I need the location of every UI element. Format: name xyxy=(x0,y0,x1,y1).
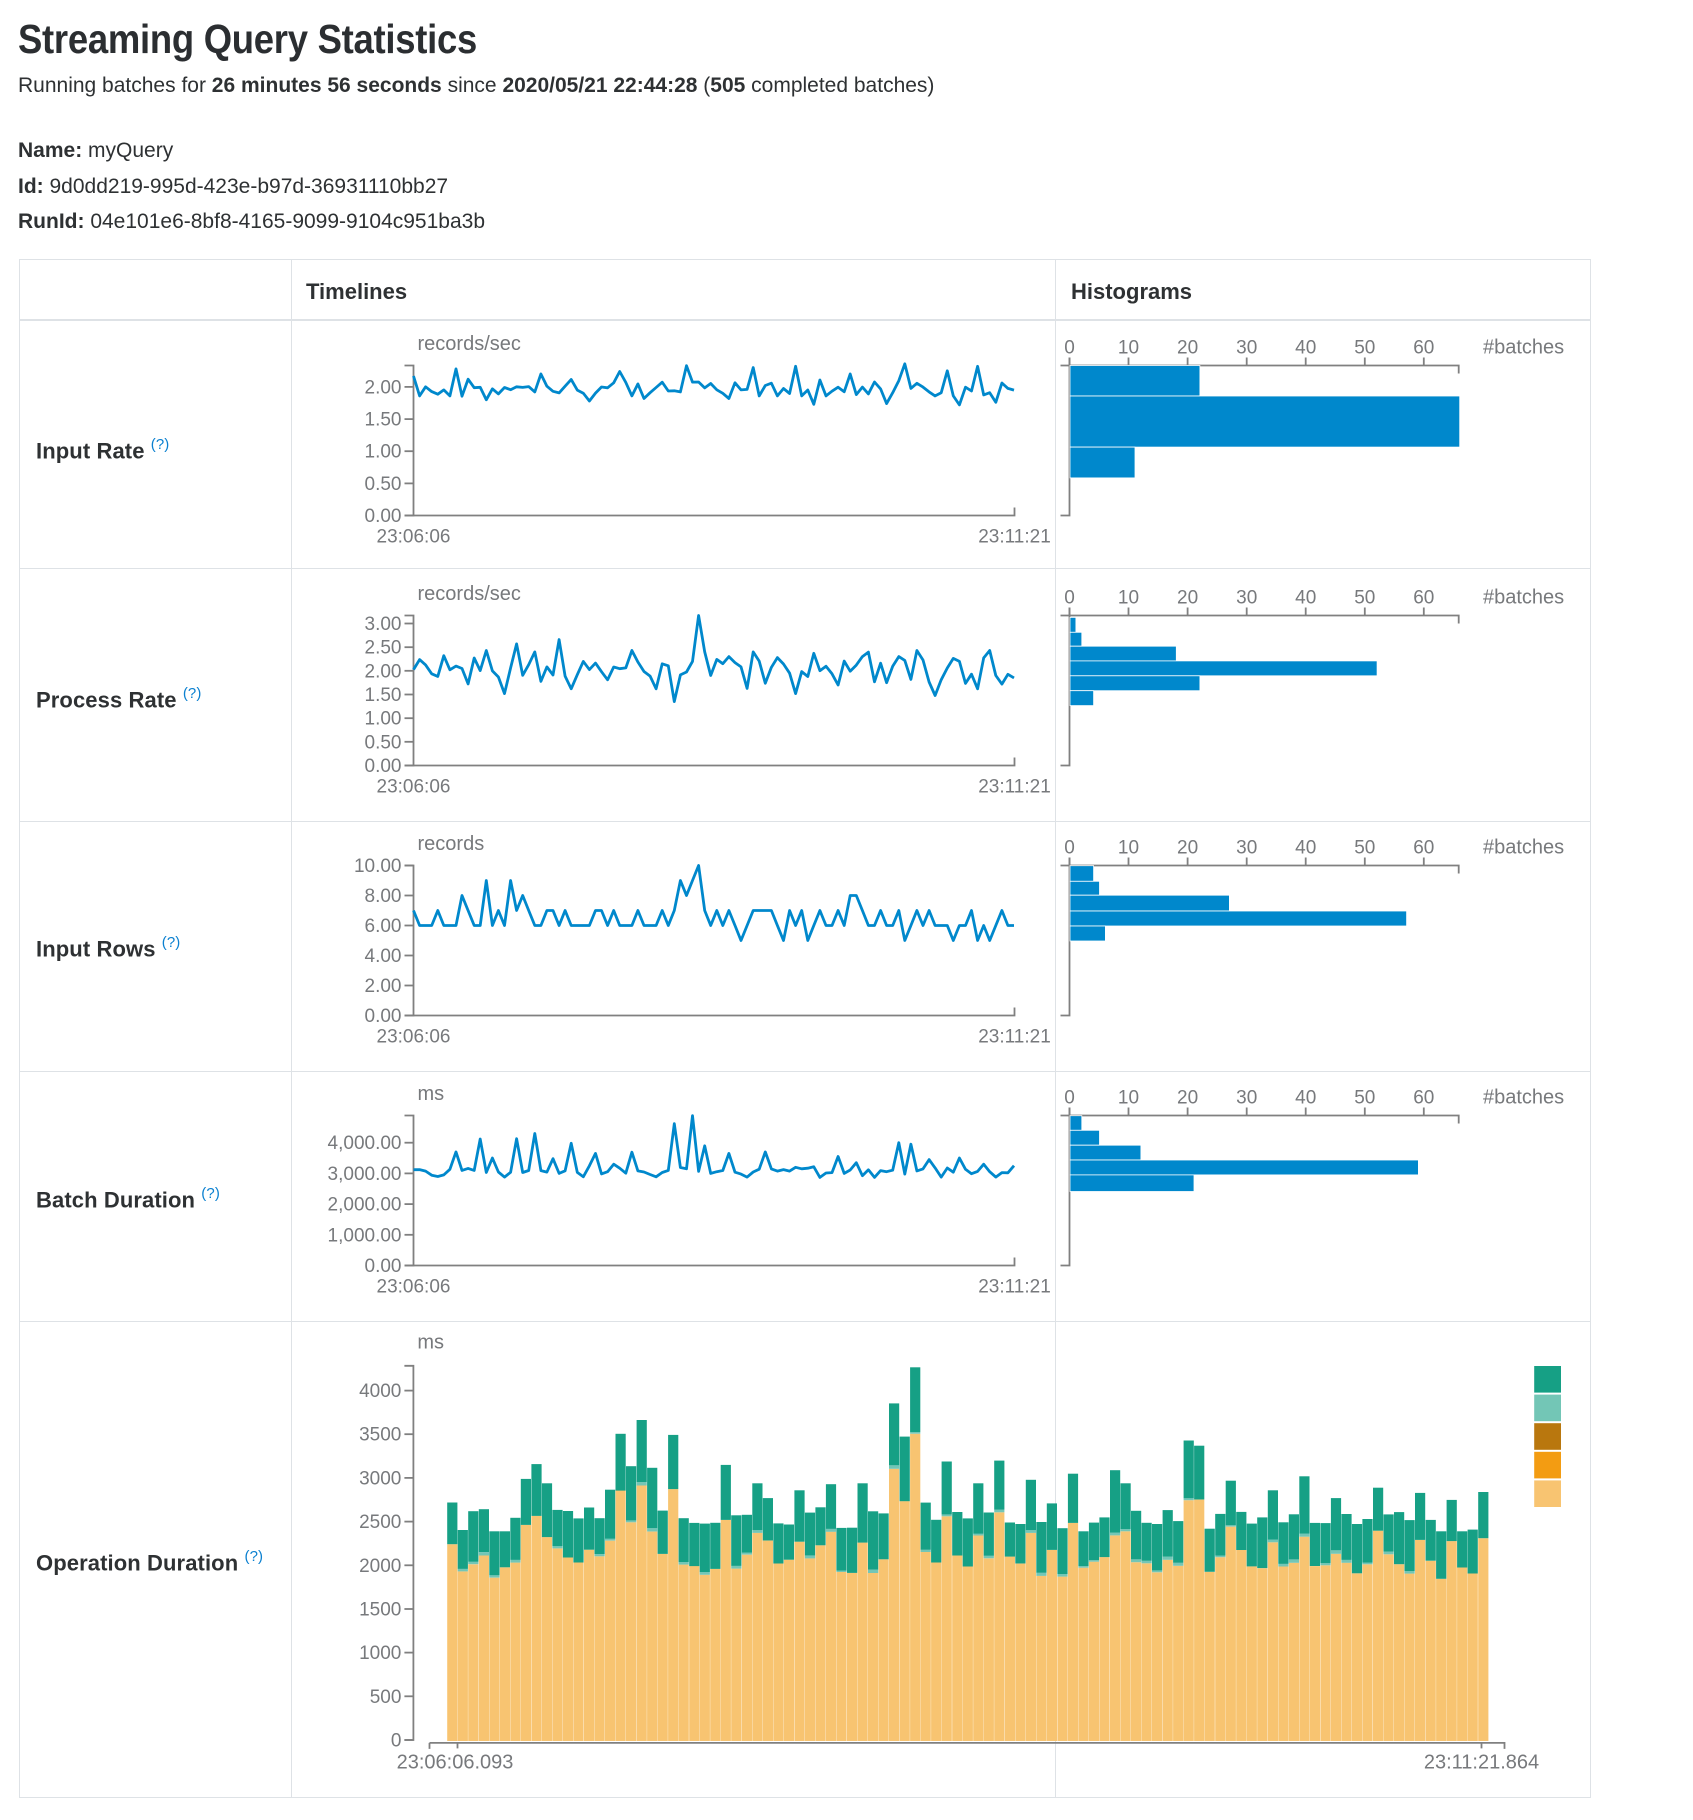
svg-text:23:06:06: 23:06:06 xyxy=(377,1027,451,1048)
svg-text:500: 500 xyxy=(370,1687,402,1708)
svg-text:23:06:06: 23:06:06 xyxy=(377,777,451,798)
svg-text:23:11:21.864: 23:11:21.864 xyxy=(1424,1751,1539,1773)
svg-text:50: 50 xyxy=(1354,838,1375,859)
svg-text:4,000.00: 4,000.00 xyxy=(328,1133,402,1154)
svg-text:2.00: 2.00 xyxy=(365,976,402,997)
svg-text:20: 20 xyxy=(1177,1088,1198,1109)
svg-text:23:06:06.093: 23:06:06.093 xyxy=(397,1751,514,1773)
svg-text:60: 60 xyxy=(1413,1088,1434,1109)
svg-text:0: 0 xyxy=(1064,1088,1075,1109)
svg-text:30: 30 xyxy=(1236,1088,1257,1109)
svg-text:2.00: 2.00 xyxy=(365,377,402,398)
svg-text:2.50: 2.50 xyxy=(365,638,402,659)
svg-text:0: 0 xyxy=(1064,838,1075,859)
svg-text:23:11:21: 23:11:21 xyxy=(978,527,1051,548)
svg-text:50: 50 xyxy=(1354,338,1375,359)
svg-text:20: 20 xyxy=(1177,338,1198,359)
svg-text:#batches: #batches xyxy=(1483,337,1564,359)
svg-text:1.00: 1.00 xyxy=(365,709,402,730)
svg-text:3.00: 3.00 xyxy=(365,614,402,635)
svg-text:20: 20 xyxy=(1177,588,1198,609)
svg-text:6.00: 6.00 xyxy=(365,916,402,937)
svg-text:60: 60 xyxy=(1413,838,1434,859)
svg-text:0.00: 0.00 xyxy=(365,756,402,777)
svg-text:1.00: 1.00 xyxy=(365,442,402,463)
svg-text:10: 10 xyxy=(1118,1088,1139,1109)
svg-text:3,000.00: 3,000.00 xyxy=(328,1164,402,1185)
svg-text:30: 30 xyxy=(1236,338,1257,359)
svg-text:#batches: #batches xyxy=(1483,587,1564,609)
svg-text:#batches: #batches xyxy=(1483,837,1564,859)
svg-text:60: 60 xyxy=(1413,588,1434,609)
svg-text:40: 40 xyxy=(1295,1088,1316,1109)
svg-text:10.00: 10.00 xyxy=(354,856,402,877)
svg-text:23:11:21: 23:11:21 xyxy=(978,777,1051,798)
svg-text:ms: ms xyxy=(418,1083,445,1105)
svg-text:#batches: #batches xyxy=(1483,1087,1564,1109)
svg-text:50: 50 xyxy=(1354,1088,1375,1109)
svg-text:8.00: 8.00 xyxy=(365,886,402,907)
svg-text:2500: 2500 xyxy=(359,1512,401,1533)
svg-text:2.00: 2.00 xyxy=(365,661,402,682)
svg-text:0.00: 0.00 xyxy=(365,1256,402,1277)
svg-text:50: 50 xyxy=(1354,588,1375,609)
svg-text:23:06:06: 23:06:06 xyxy=(377,527,451,548)
svg-text:30: 30 xyxy=(1236,838,1257,859)
svg-text:40: 40 xyxy=(1295,838,1316,859)
svg-text:20: 20 xyxy=(1177,838,1198,859)
svg-text:0: 0 xyxy=(391,1731,402,1752)
svg-text:2000: 2000 xyxy=(359,1556,401,1577)
svg-text:records/sec: records/sec xyxy=(418,333,521,355)
svg-text:0.50: 0.50 xyxy=(365,732,402,753)
svg-text:40: 40 xyxy=(1295,338,1316,359)
svg-text:0.50: 0.50 xyxy=(365,474,402,495)
svg-text:0: 0 xyxy=(1064,588,1075,609)
svg-text:records: records xyxy=(418,833,485,855)
svg-text:23:11:21: 23:11:21 xyxy=(978,1277,1051,1298)
svg-text:4.00: 4.00 xyxy=(365,946,402,967)
svg-text:23:06:06: 23:06:06 xyxy=(377,1277,451,1298)
svg-text:1500: 1500 xyxy=(359,1600,401,1621)
svg-text:10: 10 xyxy=(1118,338,1139,359)
svg-text:2,000.00: 2,000.00 xyxy=(328,1195,402,1216)
svg-text:1000: 1000 xyxy=(359,1643,401,1664)
svg-text:23:11:21: 23:11:21 xyxy=(978,1027,1051,1048)
svg-text:10: 10 xyxy=(1118,588,1139,609)
svg-text:1.50: 1.50 xyxy=(365,410,402,431)
svg-text:0.00: 0.00 xyxy=(365,1006,402,1027)
svg-text:60: 60 xyxy=(1413,338,1434,359)
svg-text:1,000.00: 1,000.00 xyxy=(328,1225,402,1246)
svg-text:30: 30 xyxy=(1236,588,1257,609)
svg-text:0.00: 0.00 xyxy=(365,506,402,527)
svg-text:40: 40 xyxy=(1295,588,1316,609)
svg-text:3500: 3500 xyxy=(359,1425,401,1446)
svg-text:4000: 4000 xyxy=(359,1381,401,1402)
svg-text:10: 10 xyxy=(1118,838,1139,859)
svg-text:records/sec: records/sec xyxy=(418,583,521,605)
svg-text:0: 0 xyxy=(1064,338,1075,359)
svg-text:1.50: 1.50 xyxy=(365,685,402,706)
svg-text:3000: 3000 xyxy=(359,1468,401,1489)
svg-text:ms: ms xyxy=(417,1332,444,1354)
